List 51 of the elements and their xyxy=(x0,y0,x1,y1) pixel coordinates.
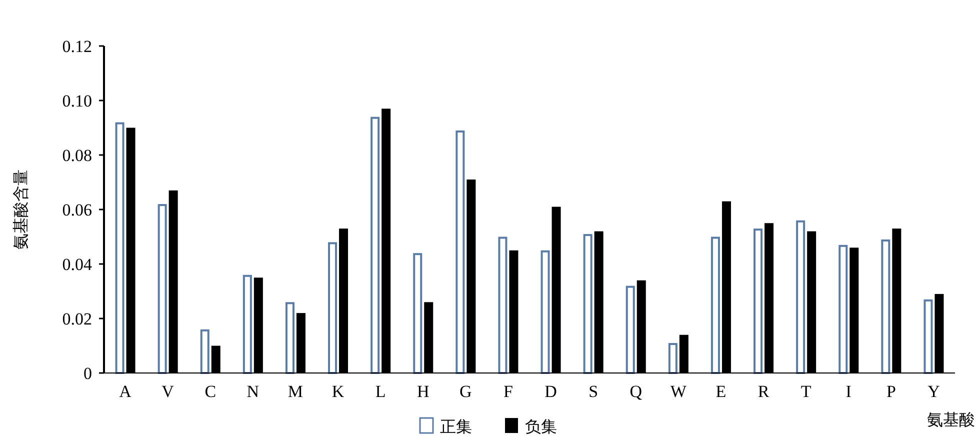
x-tick-label: H xyxy=(416,382,430,401)
bar xyxy=(285,302,294,374)
legend-label: 正集 xyxy=(440,419,472,436)
x-tick-label: Q xyxy=(630,382,642,401)
y-tick-label: 0 xyxy=(84,364,92,383)
bar xyxy=(924,299,933,374)
x-tick-label: S xyxy=(588,382,598,401)
bar xyxy=(881,239,890,374)
y-tick-label: 0.08 xyxy=(62,146,92,165)
bar xyxy=(540,250,550,374)
x-tick-label: R xyxy=(758,382,770,401)
x-axis-title: 氨基酸 xyxy=(927,411,975,429)
bar xyxy=(710,236,720,374)
y-axis-title: 氨基酸含量 xyxy=(12,170,30,250)
x-tick-label: D xyxy=(544,382,557,401)
x-tick-label: Y xyxy=(928,382,940,401)
x-tick-label: G xyxy=(460,382,472,401)
bar xyxy=(498,236,508,374)
x-tick-label: F xyxy=(503,382,513,401)
x-tick-label: N xyxy=(246,382,260,401)
x-tick-label: C xyxy=(204,382,216,401)
bar xyxy=(626,286,635,374)
x-tick-label: T xyxy=(800,382,812,401)
x-tick-label: I xyxy=(846,382,852,401)
bar xyxy=(456,130,465,374)
bar xyxy=(413,253,422,374)
x-tick-label: K xyxy=(332,382,345,401)
bar xyxy=(200,329,210,374)
y-tick-label: 0.10 xyxy=(62,92,92,110)
bar xyxy=(668,343,678,374)
bar xyxy=(754,228,763,374)
x-tick-label: E xyxy=(716,382,726,401)
bar xyxy=(370,116,380,374)
y-tick-label: 0.06 xyxy=(62,200,92,220)
bar xyxy=(328,242,338,374)
legend-label: 负集 xyxy=(525,418,557,436)
y-tick-label: 0.12 xyxy=(62,37,92,56)
x-tick-label: V xyxy=(162,382,175,401)
x-tick-label: P xyxy=(886,382,896,401)
bar xyxy=(115,122,124,374)
bar xyxy=(242,274,252,374)
bar xyxy=(838,244,848,374)
x-tick-label: M xyxy=(288,382,304,401)
x-tick-label: A xyxy=(119,382,132,401)
y-tick-label: 0.04 xyxy=(62,255,92,274)
bar xyxy=(796,220,806,374)
bar xyxy=(583,234,592,374)
x-tick-label: L xyxy=(375,382,386,401)
bar xyxy=(158,204,167,374)
x-tick-label: W xyxy=(670,382,688,401)
y-tick-label: 0.02 xyxy=(62,310,92,328)
